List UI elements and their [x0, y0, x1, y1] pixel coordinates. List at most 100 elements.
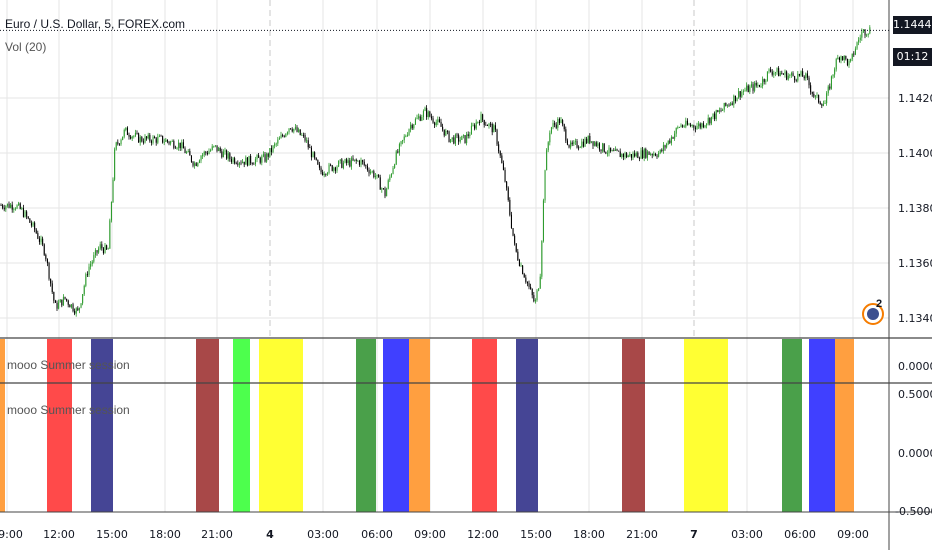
price-candle: [758, 84, 760, 87]
price-candle: [570, 142, 572, 148]
price-candle: [419, 116, 421, 121]
price-candle: [64, 296, 66, 299]
price-candle: [195, 163, 197, 166]
price-candle: [174, 147, 176, 149]
price-candle: [235, 163, 237, 165]
price-candle: [203, 151, 205, 155]
price-candle: [298, 129, 300, 132]
price-candle: [582, 141, 584, 147]
grid-lines: [0, 0, 889, 512]
price-candle: [411, 124, 413, 129]
time-axis-label: 09:00: [837, 528, 869, 541]
price-candle: [619, 151, 621, 158]
price-candle: [432, 118, 434, 123]
price-candle: [402, 140, 404, 142]
time-axis-label: 18:00: [149, 528, 181, 541]
price-candle: [112, 179, 114, 203]
price-candle: [294, 127, 296, 129]
price-candle: [277, 139, 279, 144]
price-axis-label: 1.14000: [898, 147, 932, 160]
price-candle: [275, 143, 277, 145]
price-candle: [114, 149, 116, 180]
price-candle: [18, 203, 20, 206]
price-candle: [526, 281, 528, 284]
tradingview-logo-icon[interactable]: [862, 303, 884, 325]
price-candle: [126, 127, 128, 135]
price-candle: [323, 174, 325, 176]
price-candle: [630, 154, 632, 158]
price-candle: [109, 220, 111, 249]
price-candle: [37, 233, 39, 239]
price-candle: [286, 132, 288, 134]
price-candle: [59, 299, 61, 303]
price-candle: [317, 159, 319, 165]
price-candle: [722, 109, 724, 111]
price-candle: [749, 86, 751, 93]
price-candle: [357, 160, 359, 162]
price-candle: [501, 155, 503, 164]
price-candle: [53, 292, 55, 301]
price-candle: [861, 31, 863, 38]
price-candle: [427, 111, 429, 118]
price-candle: [125, 127, 127, 130]
price-candle: [488, 123, 490, 127]
price-candle: [171, 141, 173, 142]
price-candle: [502, 163, 504, 170]
price-candle: [554, 123, 556, 125]
price-candle: [571, 142, 573, 145]
price-candle: [806, 73, 808, 78]
price-candle: [318, 164, 320, 168]
price-candle: [61, 299, 63, 306]
price-candle: [789, 75, 791, 76]
price-candle: [379, 177, 381, 190]
price-candle: [627, 155, 629, 158]
price-candle: [768, 69, 770, 72]
price-candle: [803, 76, 805, 79]
price-candle: [362, 160, 364, 162]
price-candle: [392, 167, 394, 174]
price-candle: [360, 160, 362, 165]
price-candle: [565, 129, 567, 141]
price-candle: [608, 147, 610, 154]
price-candle: [250, 155, 252, 164]
price-candle: [459, 139, 461, 142]
price-candle: [578, 147, 580, 149]
price-candle: [587, 135, 589, 143]
price-candle: [309, 147, 311, 149]
price-candle: [710, 116, 712, 124]
price-candle: [450, 139, 452, 143]
price-candle: [592, 141, 594, 146]
price-candle: [266, 153, 268, 162]
study-label-1[interactable]: mooo Summer session: [7, 358, 130, 372]
price-candle: [715, 110, 717, 120]
session-band-brown: [622, 339, 645, 512]
price-candle: [413, 124, 415, 129]
price-candle: [248, 155, 250, 166]
price-candle: [838, 57, 840, 61]
price-candle: [424, 108, 426, 111]
price-candle: [258, 155, 260, 158]
study-label-2[interactable]: mooo Summer session: [7, 403, 130, 417]
price-candle: [261, 156, 263, 163]
price-candle: [414, 119, 416, 125]
price-candle: [707, 117, 709, 124]
price-candle: [669, 140, 671, 143]
price-candle: [859, 37, 861, 40]
price-candle: [869, 27, 871, 34]
price-candle: [538, 288, 540, 291]
price-candle: [373, 171, 375, 178]
price-candle: [856, 42, 858, 49]
price-axis-label: 1.13800: [898, 202, 932, 215]
price-candle: [547, 142, 549, 151]
price-candle: [814, 95, 816, 97]
price-candle: [702, 123, 704, 128]
session-bands: [0, 339, 854, 512]
price-candle: [466, 134, 468, 144]
volume-indicator-label[interactable]: Vol (20): [5, 40, 47, 54]
price-candle: [338, 160, 340, 167]
price-candle: [682, 125, 684, 127]
price-candle: [8, 203, 10, 208]
symbol-title[interactable]: Euro / U.S. Dollar, 5, FOREX.com: [5, 17, 186, 31]
price-candle: [10, 204, 12, 208]
